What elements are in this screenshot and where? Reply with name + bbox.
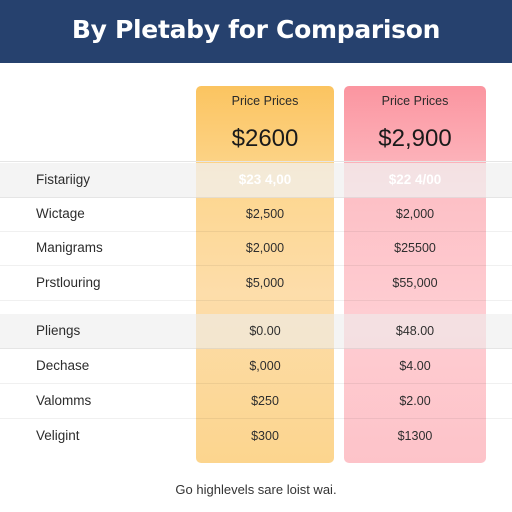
plan-2-cell: $4.00 [399,359,431,373]
plan-1-cell: $250 [251,394,279,408]
plan-2-cell: $2.00 [399,394,431,408]
row-label: Valomms [36,393,92,408]
plan-2-cell: $25500 [394,241,436,255]
table-row: Wictage $2,500 $2,000 [0,197,512,232]
table-row: Manigrams $2,000 $25500 [0,231,512,266]
row-label: Dechase [36,358,90,373]
footer-note: Go highlevels sare loist wai. [175,482,337,497]
header-divider [0,161,512,162]
plan-1-label: Price Prices [231,94,299,108]
row-label: Pliengs [36,323,81,338]
plan-1-cell: $300 [251,429,279,443]
plan-1-price: $2600 [231,125,299,152]
row-label: Wictage [36,206,85,221]
row-label: Veligint [36,428,80,443]
table-row: Dechase $,000 $4.00 [0,349,512,384]
table-row: Valomms $250 $2.00 [0,384,512,419]
plan-column-2: Price Prices $2,900 [344,86,486,463]
table-row: Veligint $300 $1300 [0,419,512,453]
plan-2-price: $2,900 [378,125,452,152]
plan-1-cell: $23 4,00 [238,172,292,187]
row-label: Fistariigy [36,172,91,187]
page-header: By Pletaby for Comparison [0,0,512,63]
plan-2-label: Price Prices [381,94,449,108]
table-row: Fistariigy $23 4,00 $22 4/00 [0,163,512,198]
plan-2-cell: $48.00 [395,324,435,338]
row-label: Manigrams [36,240,103,255]
plan-2-cell: $22 4/00 [388,172,442,187]
plan-2-cell: $55,000 [392,276,438,290]
plan-1-cell: $2,500 [245,207,285,221]
plan-1-cell: $0.00 [249,324,281,338]
plan-1-cell: $5,000 [245,276,285,290]
page-title: By Pletaby for Comparison [71,15,441,44]
plan-2-cell: $2,000 [395,207,435,221]
table-row: Prstlouring $5,000 $55,000 [0,266,512,301]
plan-column-1: Price Prices $2600 [196,86,334,463]
plan-2-cell: $1300 [397,429,433,443]
row-label: Prstlouring [36,275,101,290]
plan-1-cell: $2,000 [245,241,285,255]
plan-1-cell: $,000 [249,359,281,373]
table-row: Pliengs $0.00 $48.00 [0,314,512,349]
